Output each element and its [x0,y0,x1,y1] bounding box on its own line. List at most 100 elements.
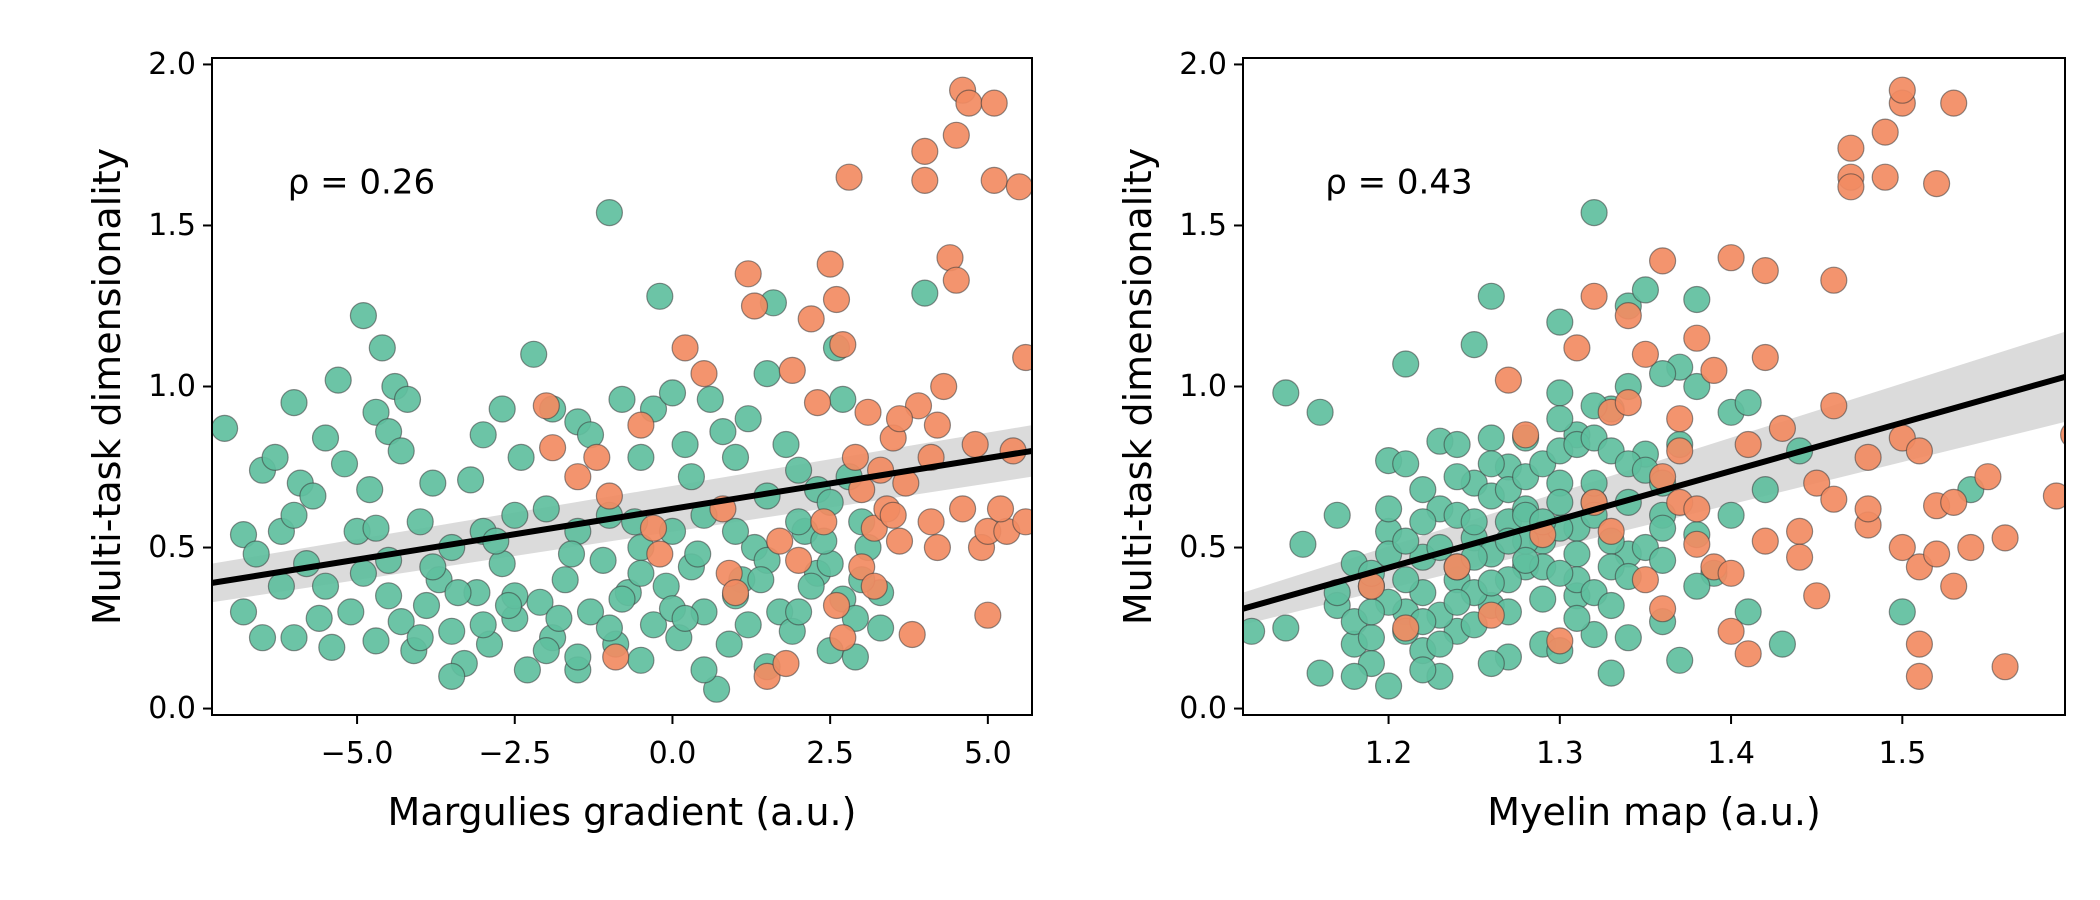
chart-1-point [797,572,825,600]
chart-1-point [911,137,939,165]
chart-1-point [248,624,277,652]
chart-1-point [898,620,926,649]
chart-2-point [1511,546,1540,575]
chart-2-y-tick-label: 2.0 [1179,47,1227,82]
chart-1-point [444,578,472,607]
chart-1-x-tick-label: 5.0 [964,736,1012,771]
chart-1-point [324,366,352,394]
chart-2-point [1940,572,1968,600]
chart-2-point [1991,653,2019,681]
chart-1-point [911,279,939,307]
chart-1-point [721,443,750,471]
chart-2-point [1683,324,1711,352]
chart-1-point [602,643,630,671]
chart-1-point [778,356,806,384]
chart-1-point [784,598,813,626]
chart-1-point [520,340,548,368]
chart-1-point [608,385,636,413]
chart-2-point [1905,437,1934,465]
chart-2-point [2060,424,2065,446]
chart-1-point [734,405,762,433]
chart-2-point [1580,282,1608,310]
chart-1-point [784,456,813,484]
chart-1-point [684,540,712,568]
chart-1-point [627,443,655,471]
chart-1-point [501,501,529,529]
chart-2-x-tick-label: 1.5 [1878,736,1926,771]
chart-1-point [507,443,535,471]
chart-2-point [1272,379,1300,407]
chart-1-point [469,421,497,449]
chart-1-point [658,379,687,407]
chart-1-point [412,591,441,620]
chart-1-point [330,450,359,478]
chart-2: 0.0 0.5 1.0 1.5 2.0 1.2 1.3 1.4 1.5 Myelin map (a… [1116,47,2066,834]
chart-2-point [1477,649,1505,678]
chart-1-point [362,514,390,542]
chart-1-point [860,514,888,542]
chart-1-point [564,463,592,491]
chart-1-point [721,578,750,607]
chart-1-point [375,582,403,610]
chart-1-point [829,624,857,652]
chart-1-point [835,163,863,191]
chart-1-point [419,553,447,581]
chart-2-plot-area [1243,76,2065,700]
chart-1-point [671,334,699,362]
chart-2-point [1580,199,1608,227]
chart-2-point [1820,266,1848,294]
chart-2-point [1974,463,2002,491]
chart-1-point [986,495,1015,523]
chart-1-point [740,292,769,320]
chart-2-point [1871,163,1899,191]
chart-1-point [829,331,857,359]
chart-1-point [974,601,1002,629]
chart-2-point [1768,630,1797,658]
chart-1: 0.0 0.5 1.0 1.5 2.0 −5.0 −2.5 0.0 2.5 5.0 Margulie… [85,47,1033,834]
chart-1-point [955,89,983,117]
chart-2-fit-line [1243,373,2065,612]
chart-1-point [784,546,813,575]
chart-2-point [1717,501,1745,529]
chart-1-point [576,421,605,449]
chart-2-point [1392,350,1420,378]
chart-2-point [1477,424,1505,452]
chart-1-point [513,656,542,684]
chart-2-point [1717,244,1745,272]
chart-2-point [1597,517,1625,546]
chart-2-point [1820,392,1848,420]
chart-1-point [1005,173,1032,201]
chart-1-point [280,501,308,529]
chart-2-point [1940,89,1968,117]
chart-2-y-axis-label: Multi-task dimensionality [1116,148,1160,625]
chart-2-point [1905,662,1934,691]
chart-2-point [1443,588,1471,616]
chart-1-x-tick-label: −5.0 [321,736,394,771]
chart-2-point [1546,308,1574,336]
chart-2-point [1443,553,1471,581]
chart-2-point [1785,517,1814,546]
chart-1-point [904,392,933,420]
chart-1-point [576,598,605,626]
chart-1-point [280,624,308,652]
chart-2-point [1306,659,1334,687]
chart-1-point [690,360,718,388]
chart-2-point [1683,495,1711,523]
chart-1-point [784,508,813,536]
chart-2-point [1905,630,1934,658]
chart-1-point [646,282,674,310]
chart-1-point [627,559,655,587]
chart-1-point [538,434,567,462]
chart-2-point [1700,356,1728,384]
chart-2-point [1546,405,1574,433]
chart-1-point [1012,508,1032,536]
chart-1-point [362,627,390,655]
chart-1-point [438,662,466,691]
chart-2-point [1683,530,1711,558]
chart-1-point [229,520,258,549]
chart-1-point [866,614,895,642]
chart-1-point [848,553,876,581]
chart-1-point [583,443,611,471]
chart-1-point [829,385,857,413]
